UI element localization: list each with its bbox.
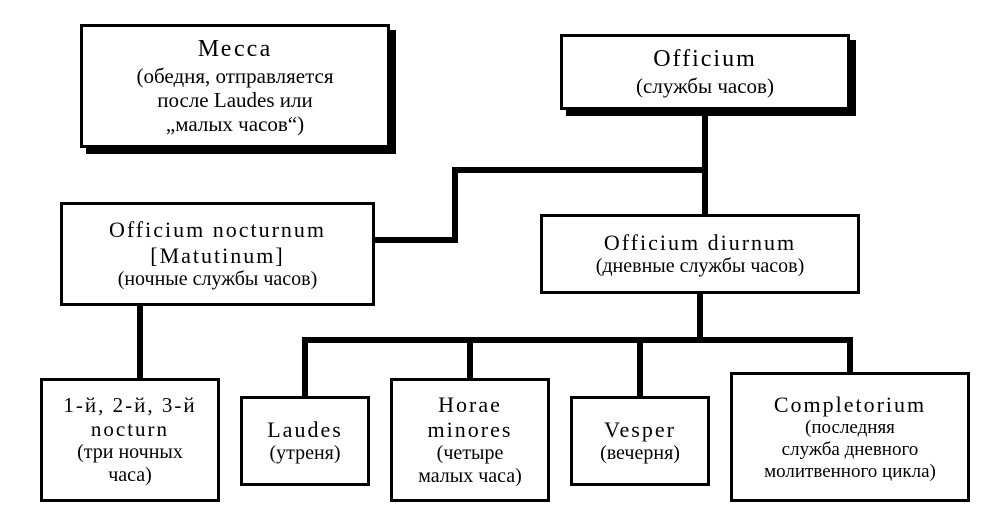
node-horae: Horae minores (четыре малых часа)	[390, 378, 550, 502]
node-vesper-sub: (вечерня)	[600, 442, 680, 465]
node-completorium-title: Completorium	[774, 392, 926, 417]
node-nocturns: 1-й, 2-й, 3-й nocturn (три ночных часа)	[40, 378, 220, 502]
node-nocturnum-sub: (ночные службы часов)	[118, 268, 318, 291]
node-laudes-sub: (утреня)	[269, 442, 340, 465]
node-nocturns-title: 1-й, 2-й, 3-й nocturn	[63, 393, 196, 441]
node-nocturns-sub: (три ночных часа)	[77, 441, 183, 487]
node-nocturnum-title: Officium nocturnum [Matutinum]	[109, 217, 326, 268]
node-vesper: Vesper (вечерня)	[570, 396, 710, 486]
node-mass-sub: (обедня, отправляется после Laudes или „…	[137, 64, 334, 136]
node-laudes-title: Laudes	[267, 417, 343, 442]
node-horae-title: Horae minores	[428, 392, 513, 443]
node-diurnum-sub: (дневные службы часов)	[596, 255, 805, 278]
node-mass-title: Месса	[198, 36, 273, 64]
node-completorium-sub: (последняя служба дневного молитвенного …	[764, 417, 936, 483]
node-diurnum-title: Officium diurnum	[604, 230, 796, 255]
node-officium: Officium (службы часов)	[560, 34, 850, 110]
node-completorium: Completorium (последняя служба дневного …	[730, 372, 970, 502]
node-vesper-title: Vesper	[604, 417, 676, 442]
diagram-stage: Месса (обедня, отправляется после Laudes…	[0, 0, 1000, 520]
node-officium-title: Officium	[653, 46, 757, 74]
node-nocturnum: Officium nocturnum [Matutinum] (ночные с…	[60, 202, 375, 306]
node-laudes: Laudes (утреня)	[240, 396, 370, 486]
node-horae-sub: (четыре малых часа)	[418, 442, 522, 488]
node-mass: Месса (обедня, отправляется после Laudes…	[80, 24, 390, 148]
node-diurnum: Officium diurnum (дневные службы часов)	[540, 214, 860, 294]
node-officium-sub: (службы часов)	[636, 74, 774, 98]
